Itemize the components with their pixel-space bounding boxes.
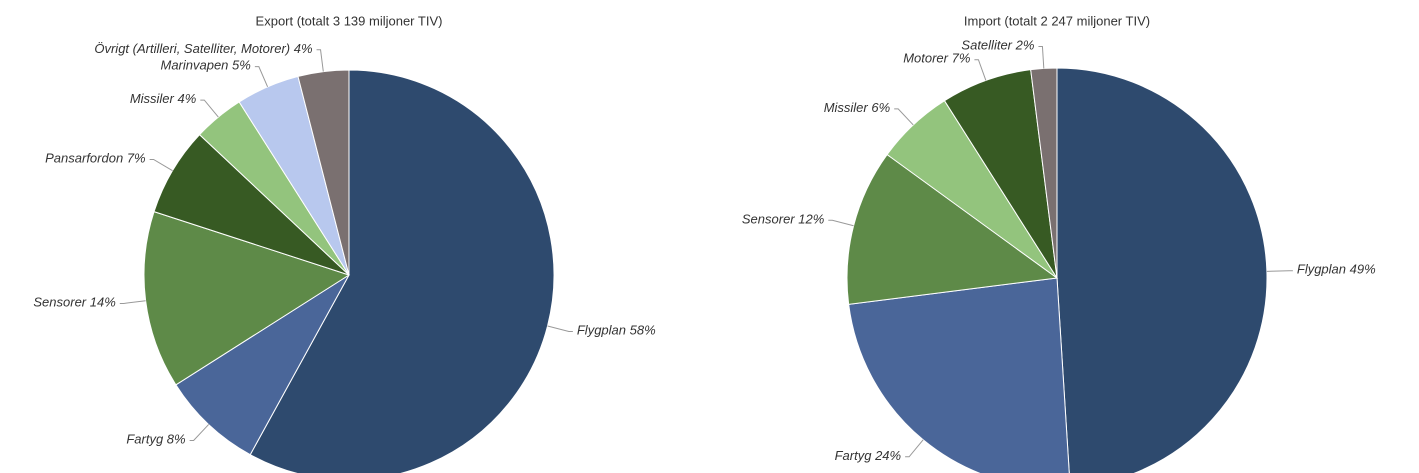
slice-label: Flygplan 49% [1297, 262, 1376, 277]
slice-category: Sensorer [742, 212, 795, 227]
slice-category: Flygplan [1297, 262, 1346, 277]
chart-title: Import (totalt 2 247 miljoner TIV) [964, 13, 1150, 28]
slice-category: Missiler [824, 100, 869, 115]
slice-category: Fartyg [835, 448, 873, 463]
slice-value: 24% [874, 448, 901, 463]
slice-value: 12% [798, 212, 824, 227]
slice-category: Missiler [130, 92, 175, 107]
slice-label: Satelliter 2% [961, 38, 1034, 53]
leader-line [200, 99, 219, 118]
pie-slice [1056, 67, 1268, 473]
leader-line [316, 49, 324, 72]
slice-value: 49% [1350, 262, 1376, 277]
pie-slice [175, 274, 350, 456]
leader-line [828, 219, 854, 227]
slice-label: Marinvapen 5% [160, 58, 250, 73]
slice-label: Missiler 6% [824, 100, 890, 115]
slice-label: Fartyg 8% [126, 432, 185, 447]
slice-label: Flygplan 58% [577, 323, 656, 338]
slice-label: Övrigt (Artilleri, Satelliter, Motorer) … [94, 41, 312, 56]
slice-label: Sensorer 12% [742, 212, 824, 227]
pie-slice [848, 277, 1070, 473]
leader-line [189, 424, 210, 441]
slice-value: 6% [871, 100, 890, 115]
slice-label: Sensorer 14% [33, 295, 115, 310]
slice-category: Motorer [903, 51, 948, 66]
leader-line [254, 66, 269, 88]
slice-value: 58% [630, 323, 656, 338]
slice-category: Marinvapen [160, 58, 228, 73]
slice-label: Motorer 7% [903, 51, 970, 66]
slice-value: 5% [232, 58, 251, 73]
leader-line [1266, 270, 1293, 272]
slice-category: Fartyg [126, 432, 164, 447]
slice-category: Övrigt (Artilleri, Satelliter, Motorer) [94, 41, 290, 56]
chart-title: Export (totalt 3 139 miljoner TIV) [256, 13, 443, 28]
slice-value: 7% [952, 51, 971, 66]
slice-value: 2% [1015, 38, 1035, 53]
slice-category: Satelliter [961, 38, 1012, 53]
leader-line [894, 108, 914, 126]
leader-line [119, 300, 146, 304]
slice-category: Sensorer [33, 295, 86, 310]
slice-category: Flygplan [577, 323, 626, 338]
slice-label: Missiler 4% [130, 92, 196, 107]
slice-category: Pansarfordon [45, 151, 123, 166]
leader-line [149, 158, 173, 172]
leader-line [905, 439, 924, 458]
slice-label: Fartyg 24% [835, 448, 902, 463]
slice-value: 14% [90, 295, 116, 310]
slice-label: Pansarfordon 7% [45, 151, 145, 166]
leader-line [974, 59, 987, 81]
leader-line [1038, 45, 1045, 69]
pie-slice [297, 69, 350, 276]
pie-slice [143, 211, 351, 386]
pie-slice [249, 69, 555, 473]
slice-value: 8% [167, 432, 186, 447]
slice-value: 4% [294, 41, 313, 56]
slice-value: 4% [178, 92, 197, 107]
leader-line [547, 325, 573, 332]
slice-value: 7% [127, 151, 146, 166]
